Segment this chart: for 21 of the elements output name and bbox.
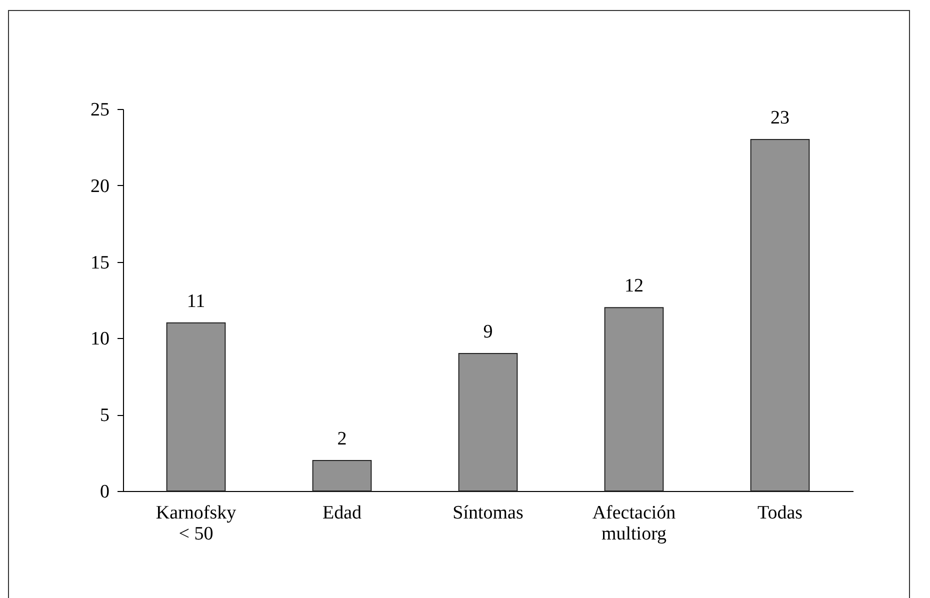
- bar: [750, 139, 810, 492]
- x-tick-label: Afectación multiorg: [592, 502, 676, 544]
- y-tick-label: 5: [100, 405, 110, 426]
- bar: [458, 352, 518, 492]
- x-tick-label: Síntomas: [452, 502, 524, 524]
- data-label: 23: [770, 108, 790, 129]
- bar: [312, 460, 372, 492]
- x-tick-label: Edad: [322, 502, 362, 524]
- data-label: 11: [186, 290, 206, 312]
- y-tick-label: 0: [100, 482, 110, 502]
- y-tick-label: 10: [90, 328, 110, 350]
- bar: [604, 307, 664, 492]
- data-label: 2: [337, 428, 347, 450]
- y-tick-label: 20: [90, 176, 110, 197]
- bar: [166, 322, 226, 492]
- y-tick-label: 15: [90, 252, 110, 274]
- y-tick-label: 25: [90, 100, 110, 120]
- x-tick-label: Karnofsky < 50: [156, 502, 237, 544]
- x-tick-label: Todas: [757, 502, 803, 524]
- data-label: 9: [483, 321, 493, 342]
- data-label: 12: [624, 276, 644, 297]
